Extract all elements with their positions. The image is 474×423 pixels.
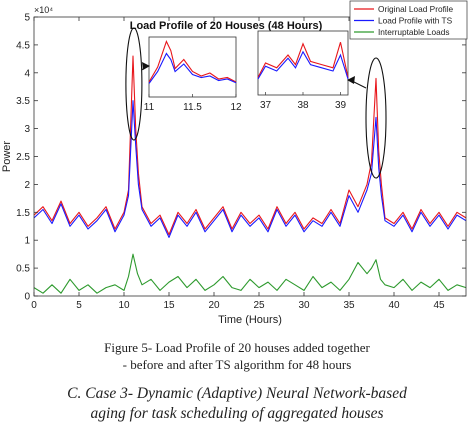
figure-caption-line-1: Figure 5- Load Profile of 20 houses adde… bbox=[104, 340, 370, 355]
y-tick-label: 3.5 bbox=[16, 96, 30, 107]
inset-x-tick-label: 38 bbox=[297, 100, 309, 111]
figure-caption-line-2: - before and after TS algorithm for 48 h… bbox=[122, 357, 352, 372]
inset-x-tick-label: 37 bbox=[260, 100, 272, 111]
x-tick-label: 0 bbox=[31, 300, 37, 311]
arrowhead-2 bbox=[347, 76, 355, 84]
x-axis-label: Time (Hours) bbox=[218, 314, 282, 326]
x-tick-label: 25 bbox=[253, 300, 265, 311]
legend-label-2: Load Profile with TS bbox=[378, 16, 453, 26]
section-heading-continued: aging for task scheduling of aggregated … bbox=[90, 405, 384, 422]
inset-series-line bbox=[257, 50, 349, 80]
inset-frame bbox=[148, 36, 237, 98]
y-scale-label: ×10⁴ bbox=[34, 5, 53, 15]
zoom-ellipse-1 bbox=[125, 27, 143, 141]
legend-label-1: Original Load Profile bbox=[378, 4, 454, 14]
inset-frame bbox=[257, 30, 349, 96]
inset-series-line bbox=[148, 40, 237, 83]
x-tick-label: 35 bbox=[343, 300, 355, 311]
y-tick-label: 0 bbox=[24, 292, 30, 303]
inset-x-tick-label: 11.5 bbox=[183, 102, 202, 113]
zoom-ellipse-2 bbox=[365, 57, 387, 179]
y-tick-label: 5 bbox=[24, 13, 30, 24]
plot-area bbox=[34, 17, 466, 296]
x-tick-label: 45 bbox=[433, 300, 445, 311]
arrowhead-1 bbox=[142, 62, 150, 70]
y-tick-label: 2 bbox=[24, 180, 30, 191]
y-tick-label: 1.5 bbox=[16, 208, 30, 219]
zoom-inset-2: 37 38 39 bbox=[257, 30, 349, 111]
zoom-inset-1: 11 11.5 12 bbox=[144, 36, 242, 113]
inset-x-tick-label: 11 bbox=[144, 102, 155, 113]
series-line-3 bbox=[33, 253, 467, 294]
series-line-2 bbox=[33, 100, 467, 238]
inset-x-tick-label: 39 bbox=[335, 100, 347, 111]
x-tick-label: 5 bbox=[76, 300, 82, 311]
y-tick-label: 2.5 bbox=[16, 152, 30, 163]
inset-series-line bbox=[148, 52, 237, 84]
x-tick-label: 15 bbox=[163, 300, 175, 311]
series-group bbox=[33, 55, 467, 294]
x-tick-label: 40 bbox=[388, 300, 400, 311]
inset-series-line bbox=[257, 42, 349, 78]
section-heading: C. Case 3- Dynamic (Adaptive) Neural Net… bbox=[67, 385, 407, 402]
y-tick-label: 4.5 bbox=[16, 40, 30, 51]
zoom-arrows bbox=[141, 62, 367, 89]
inset-x-tick-label: 12 bbox=[230, 102, 242, 113]
y-axis-label: Power bbox=[1, 141, 13, 173]
legend: Original Load Profile Load Profile with T… bbox=[349, 0, 468, 40]
load-profile-chart: 00.511.522.533.544.550 5 10 15 20 25 30 35 40 45×… bbox=[1, 0, 468, 326]
legend-label-3: Interruptable Loads bbox=[378, 27, 450, 37]
y-tick-label: 4 bbox=[24, 68, 30, 79]
y-tick-label: 3 bbox=[24, 124, 30, 135]
y-tick-label: 0.5 bbox=[16, 264, 30, 275]
x-tick-label: 10 bbox=[118, 300, 130, 311]
y-tick-label: 1 bbox=[24, 236, 30, 247]
x-tick-label: 30 bbox=[298, 300, 310, 311]
chart-title: Load Profile of 20 Houses (48 Hours) bbox=[130, 20, 323, 32]
x-tick-label: 20 bbox=[208, 300, 220, 311]
